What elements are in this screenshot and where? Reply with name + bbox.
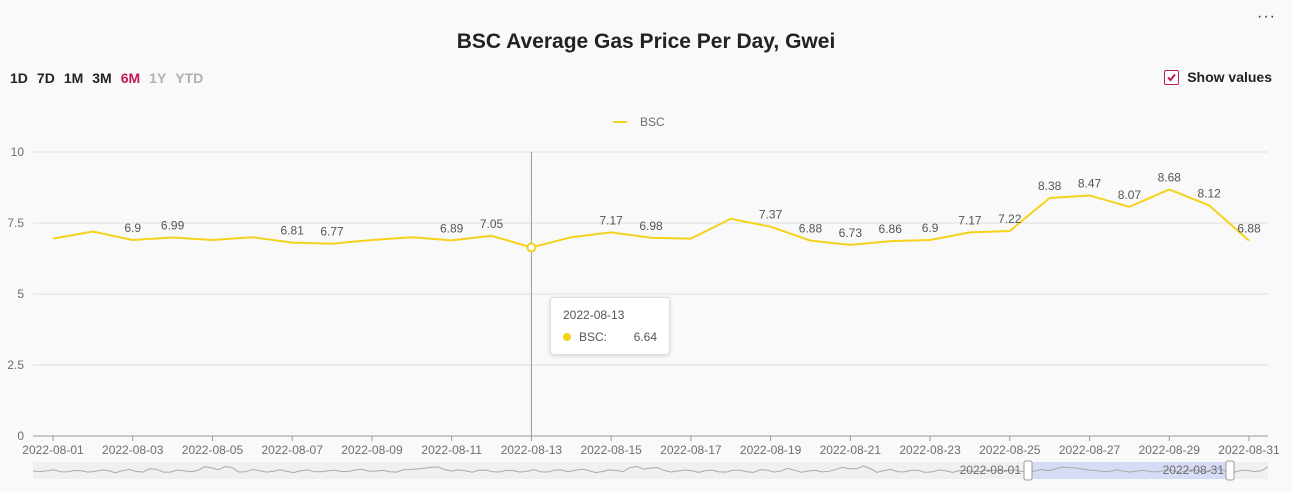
x-tick-label: 2022-08-07 bbox=[262, 443, 324, 457]
range-1y: 1Y bbox=[149, 70, 167, 86]
x-tick-label: 2022-08-19 bbox=[740, 443, 802, 457]
data-label: 8.07 bbox=[1118, 188, 1142, 202]
y-tick-label: 5 bbox=[17, 287, 24, 301]
chart-tooltip: 2022-08-13 BSC: 6.64 bbox=[550, 297, 670, 355]
navigator-selection bbox=[1030, 462, 1230, 479]
y-tick-label: 7.5 bbox=[7, 216, 24, 230]
data-label: 6.89 bbox=[440, 221, 464, 235]
data-point bbox=[526, 242, 537, 253]
data-label: 6.86 bbox=[879, 222, 903, 236]
chart-title: BSC Average Gas Price Per Day, Gwei bbox=[456, 30, 836, 53]
x-tick-label: 2022-08-13 bbox=[501, 443, 563, 457]
series-line-bsc bbox=[52, 188, 1250, 249]
y-tick-label: 10 bbox=[11, 145, 25, 159]
navigator-start-handle[interactable] bbox=[1023, 460, 1033, 481]
navigator-end-handle[interactable] bbox=[1225, 460, 1235, 481]
y-tick-label: 2.5 bbox=[7, 358, 24, 372]
chart-menu-button[interactable]: ··· bbox=[1257, 8, 1276, 25]
data-label: 7.05 bbox=[480, 217, 504, 231]
data-label: 7.22 bbox=[998, 212, 1022, 226]
data-label: 6.9 bbox=[922, 221, 939, 235]
x-tick-label: 2022-08-17 bbox=[660, 443, 722, 457]
range-1m[interactable]: 1M bbox=[63, 70, 84, 86]
x-tick-label: 2022-08-01 bbox=[22, 443, 84, 457]
tooltip-date: 2022-08-13 bbox=[563, 308, 625, 322]
y-tick-label: 0 bbox=[17, 429, 24, 443]
data-label: 7.37 bbox=[759, 208, 783, 222]
series-dot-icon bbox=[563, 333, 571, 341]
data-label: 6.9 bbox=[124, 221, 141, 235]
data-label: 7.17 bbox=[599, 213, 623, 227]
range-ytd: YTD bbox=[175, 70, 204, 86]
data-label: 8.68 bbox=[1158, 170, 1182, 184]
x-tick-label: 2022-08-15 bbox=[580, 443, 642, 457]
range-1d[interactable]: 1D bbox=[10, 70, 28, 86]
tooltip-value: 6.64 bbox=[633, 330, 657, 344]
x-tick-label: 2022-08-09 bbox=[341, 443, 403, 457]
navigator-start-label: 2022-08-01 bbox=[960, 463, 1022, 477]
x-tick-label: 2022-08-27 bbox=[1059, 443, 1121, 457]
data-label: 8.12 bbox=[1197, 186, 1221, 200]
data-label: 6.73 bbox=[839, 226, 863, 240]
data-label: 6.88 bbox=[1237, 222, 1261, 236]
range-6m[interactable]: 6M bbox=[120, 70, 141, 86]
x-tick-label: 2022-08-29 bbox=[1139, 443, 1201, 457]
checkbox-checked-icon[interactable] bbox=[1164, 69, 1180, 85]
range-7d[interactable]: 7D bbox=[36, 70, 55, 86]
x-tick-label: 2022-08-05 bbox=[182, 443, 244, 457]
x-tick-label: 2022-08-23 bbox=[899, 443, 961, 457]
x-tick-label: 2022-08-31 bbox=[1218, 443, 1280, 457]
navigator-line bbox=[32, 465, 1269, 474]
show-values-toggle[interactable]: Show values bbox=[1164, 69, 1272, 85]
data-label: 8.38 bbox=[1038, 179, 1062, 193]
data-label: 6.99 bbox=[161, 218, 185, 232]
navigator-end-label: 2022-08-31 bbox=[1163, 463, 1225, 477]
navigator-track bbox=[33, 462, 1268, 479]
data-label: 6.77 bbox=[320, 225, 344, 239]
data-label: 7.17 bbox=[958, 213, 982, 227]
range-selector: 1D 7D 1M 3M 6M 1Y YTD bbox=[10, 70, 203, 86]
data-label: 6.81 bbox=[281, 224, 305, 238]
x-tick-label: 2022-08-11 bbox=[421, 443, 482, 457]
x-tick-label: 2022-08-25 bbox=[979, 443, 1041, 457]
range-3m[interactable]: 3M bbox=[92, 70, 112, 86]
data-label: 6.88 bbox=[799, 222, 823, 236]
tooltip-series: BSC: bbox=[579, 330, 608, 344]
data-label: 6.98 bbox=[639, 219, 663, 233]
show-values-label: Show values bbox=[1187, 69, 1272, 85]
x-tick-label: 2022-08-03 bbox=[102, 443, 164, 457]
legend-label: BSC bbox=[640, 115, 665, 129]
data-label: 8.47 bbox=[1078, 176, 1102, 190]
x-tick-label: 2022-08-21 bbox=[820, 443, 882, 457]
